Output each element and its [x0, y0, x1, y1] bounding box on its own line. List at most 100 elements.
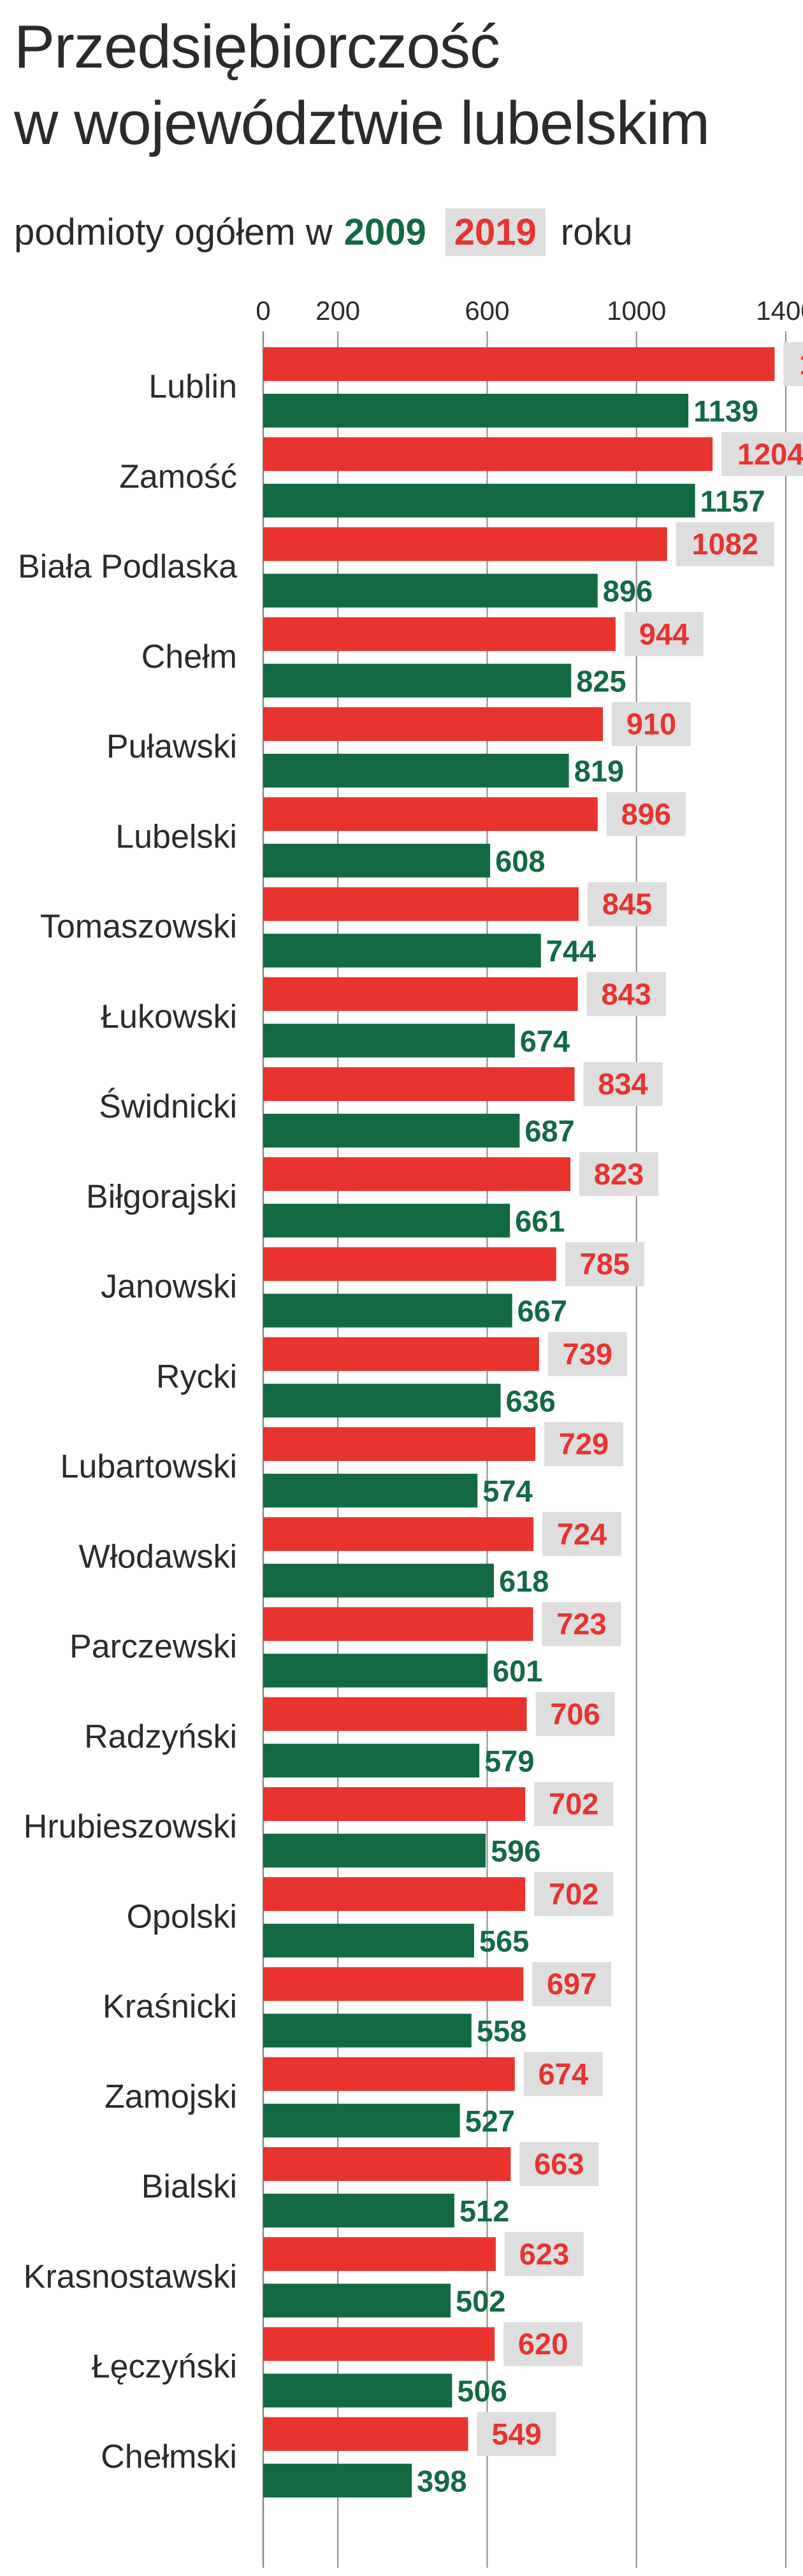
value-label-2019: 896	[621, 797, 671, 831]
value-label-2009: 744	[546, 934, 596, 968]
value-label-2009: 579	[484, 1744, 534, 1778]
bar-2009	[263, 394, 689, 428]
subtitle-prefix: podmioty ogółem w	[14, 211, 333, 253]
category-label: Łukowski	[101, 998, 237, 1035]
bar-2009	[263, 1383, 501, 1418]
category-label: Chełm	[141, 638, 237, 675]
bar-2009	[263, 2013, 472, 2048]
bar-2019	[263, 887, 579, 921]
value-label-2019: 549	[491, 2417, 541, 2450]
bar-2019	[263, 1877, 526, 1911]
value-label-2009: 512	[459, 2194, 509, 2228]
category-label: Tomaszowski	[40, 909, 237, 946]
value-label-2009: 506	[457, 2374, 507, 2408]
bar-2019	[263, 437, 713, 471]
value-label-2019: 944	[639, 617, 689, 651]
value-label-2019: 729	[559, 1427, 609, 1461]
category-label: Hrubieszowski	[24, 1808, 237, 1845]
bar-2019	[263, 527, 667, 561]
value-label-2009: 674	[520, 1024, 570, 1058]
value-label-2019: 674	[539, 2057, 588, 2090]
value-label-bg	[523, 2052, 603, 2096]
value-label-2009: 596	[491, 1834, 540, 1868]
value-label-bg	[535, 1692, 615, 1736]
value-label-2019: 724	[557, 1517, 607, 1551]
value-label-bg	[477, 2412, 556, 2456]
value-label-bg	[611, 702, 691, 746]
value-label-bg	[542, 1512, 622, 1557]
value-label-2019: 697	[547, 1967, 597, 2001]
value-label-bg	[676, 522, 774, 566]
bar-2019	[263, 1427, 535, 1461]
category-label: Bialski	[141, 2168, 237, 2205]
value-label-2009: 687	[524, 1114, 574, 1148]
value-label-bg	[542, 1602, 621, 1646]
category-label: Parczewski	[69, 1629, 237, 1666]
value-label-2009: 819	[574, 754, 624, 788]
bar-2009	[263, 484, 695, 518]
title-line-1: Przedsiębiorczość	[14, 13, 500, 81]
bar-2009	[263, 1474, 478, 1507]
value-label-bg	[624, 612, 704, 656]
value-label-2009: 502	[456, 2284, 505, 2318]
value-label-bg	[534, 1782, 614, 1826]
value-label-2019: 785	[580, 1247, 630, 1281]
category-label: Lubartowski	[61, 1448, 237, 1485]
value-label-bg	[547, 1332, 627, 1376]
bar-2009	[263, 1293, 512, 1328]
bar-2019	[263, 1607, 533, 1641]
bar-2019	[263, 1247, 556, 1281]
value-label-2009: 601	[493, 1654, 542, 1688]
bar-2009	[263, 1204, 510, 1238]
value-label-2019: 702	[549, 1787, 598, 1821]
bar-2019	[263, 1697, 527, 1731]
value-label-2019: 843	[602, 977, 651, 1011]
bar-2019	[263, 347, 775, 381]
value-label-2009: 527	[465, 2104, 515, 2138]
category-label: Kraśnicki	[103, 1989, 237, 2026]
bar-2019	[263, 797, 598, 831]
bar-2009	[263, 1924, 474, 1958]
value-label-bg	[721, 432, 803, 477]
bar-2009	[263, 1653, 488, 1688]
value-label-2019: 910	[626, 707, 676, 741]
value-label-2009: 565	[479, 1924, 529, 1958]
category-label: Janowski	[101, 1269, 237, 1306]
value-label-bg	[532, 1962, 612, 2006]
value-label-2009: 636	[506, 1384, 556, 1418]
value-label-bg	[534, 1872, 614, 1917]
value-label-bg	[587, 882, 667, 926]
value-label-bg	[606, 792, 686, 837]
category-label: Krasnostawski	[24, 2258, 237, 2295]
category-label: Zamość	[119, 458, 237, 495]
category-label: Rycki	[156, 1358, 237, 1395]
bar-2009	[263, 1564, 494, 1598]
value-label-2019: 739	[563, 1337, 612, 1371]
x-tick-label: 200	[315, 296, 360, 326]
value-label-2019: 834	[598, 1067, 647, 1101]
category-label: Zamojski	[105, 2078, 237, 2115]
bar-2019	[263, 617, 616, 651]
value-label-2009: 608	[495, 844, 545, 878]
bar-2009	[263, 1743, 480, 1778]
value-label-2019: 1370	[799, 347, 803, 381]
category-label: Świdnicki	[99, 1088, 237, 1125]
value-label-2019: 845	[602, 887, 652, 921]
bar-2019	[263, 2147, 511, 2181]
bar-2019	[263, 1967, 524, 2001]
value-label-bg	[544, 1422, 623, 1466]
value-label-bg	[579, 1152, 659, 1197]
bar-2009	[263, 1023, 515, 1058]
bar-2009	[263, 2284, 451, 2318]
bar-2009	[263, 663, 572, 698]
x-tick-label: 1400	[756, 296, 803, 326]
category-label: Puławski	[106, 728, 237, 765]
value-label-2019: 623	[519, 2237, 569, 2271]
value-label-2019: 723	[556, 1607, 606, 1641]
subtitle-suffix: roku	[560, 211, 633, 253]
value-label-2009: 667	[517, 1294, 567, 1328]
bar-2019	[263, 2237, 496, 2271]
title-line-2: w województwie lubelskim	[14, 89, 710, 157]
value-label-2019: 823	[594, 1157, 644, 1191]
